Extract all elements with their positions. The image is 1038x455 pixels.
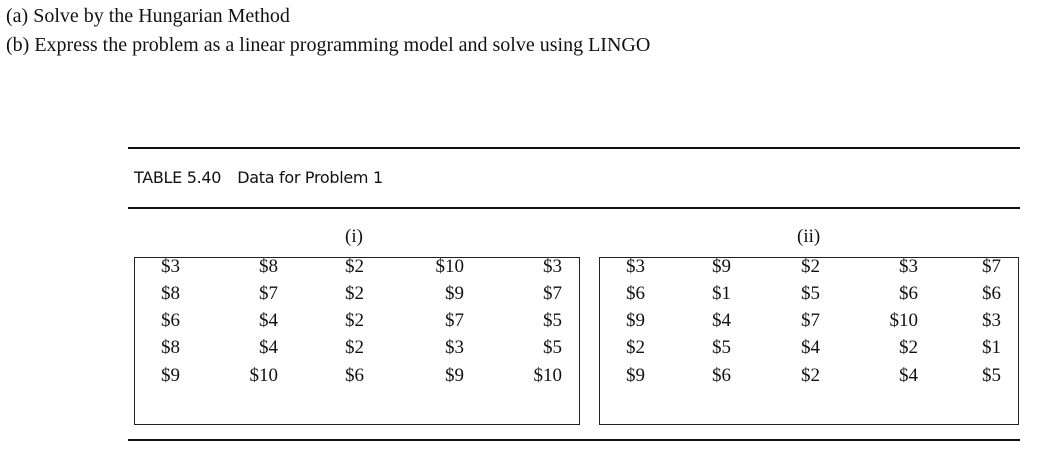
matrix-cell: $3 — [445, 337, 464, 358]
table-caption: TABLE 5.40 Data for Problem 1 — [134, 168, 399, 187]
matrix-cell: $2 — [899, 337, 918, 358]
matrix-cell: $2 — [345, 256, 364, 277]
matrix-cell: $4 — [712, 310, 731, 331]
matrix-cell: $5 — [543, 310, 562, 331]
matrix-cell: $7 — [982, 256, 1001, 277]
matrix-cell: $6 — [982, 283, 1001, 304]
matrix-cell: $3 — [543, 256, 562, 277]
matrix-cell: $3 — [161, 256, 180, 277]
matrix-cell: $5 — [712, 337, 731, 358]
matrix-cell: $7 — [801, 310, 820, 331]
matrix-cell: $3 — [982, 310, 1001, 331]
matrix-cell: $2 — [801, 256, 820, 277]
matrix-cell: $7 — [259, 283, 278, 304]
table-bottom-rule — [128, 439, 1020, 441]
matrix-cell: $1 — [712, 283, 731, 304]
matrix-cell: $3 — [626, 256, 645, 277]
matrix-cell: $4 — [259, 337, 278, 358]
matrix-cell: $8 — [259, 256, 278, 277]
matrix-cell: $4 — [259, 310, 278, 331]
table-header-rule — [128, 207, 1020, 209]
matrix-cell: $2 — [345, 337, 364, 358]
matrix-cell: $6 — [899, 283, 918, 304]
matrix-cell: $2 — [345, 310, 364, 331]
matrix-ii-box — [599, 257, 1019, 425]
matrix-cell: $9 — [445, 365, 464, 386]
matrix-cell: $9 — [626, 365, 645, 386]
matrix-cell: $4 — [801, 337, 820, 358]
matrix-cell: $7 — [543, 283, 562, 304]
matrix-cell: $9 — [626, 310, 645, 331]
table-title: Data for Problem 1 — [237, 168, 383, 187]
matrix-cell: $9 — [445, 283, 464, 304]
matrix-cell: $9 — [161, 365, 180, 386]
matrix-cell: $7 — [445, 310, 464, 331]
table-label: TABLE 5.40 — [134, 168, 222, 187]
matrix-cell: $6 — [345, 365, 364, 386]
matrix-cell: $2 — [801, 365, 820, 386]
matrix-cell: $9 — [712, 256, 731, 277]
matrix-label-i: (i) — [345, 226, 363, 247]
matrix-cell: $2 — [626, 337, 645, 358]
matrix-cell: $2 — [345, 283, 364, 304]
matrix-cell: $10 — [889, 310, 919, 331]
matrix-cell: $5 — [982, 365, 1001, 386]
matrix-cell: $5 — [801, 283, 820, 304]
matrix-cell: $10 — [435, 256, 465, 277]
matrix-label-ii: (ii) — [797, 226, 821, 247]
matrix-cell: $8 — [161, 337, 180, 358]
matrix-cell: $1 — [982, 337, 1001, 358]
matrix-cell: $6 — [161, 310, 180, 331]
matrix-cell: $8 — [161, 283, 180, 304]
question-b: (b) Express the problem as a linear prog… — [6, 34, 651, 56]
matrix-cell: $6 — [626, 283, 645, 304]
table-top-rule — [128, 147, 1020, 149]
matrix-cell: $10 — [533, 365, 563, 386]
matrix-cell: $5 — [543, 337, 562, 358]
matrix-cell: $10 — [249, 365, 279, 386]
matrix-cell: $4 — [899, 365, 918, 386]
question-a: (a) Solve by the Hungarian Method — [6, 5, 290, 27]
matrix-cell: $6 — [712, 365, 731, 386]
matrix-i-box — [134, 257, 580, 425]
matrix-cell: $3 — [899, 256, 918, 277]
